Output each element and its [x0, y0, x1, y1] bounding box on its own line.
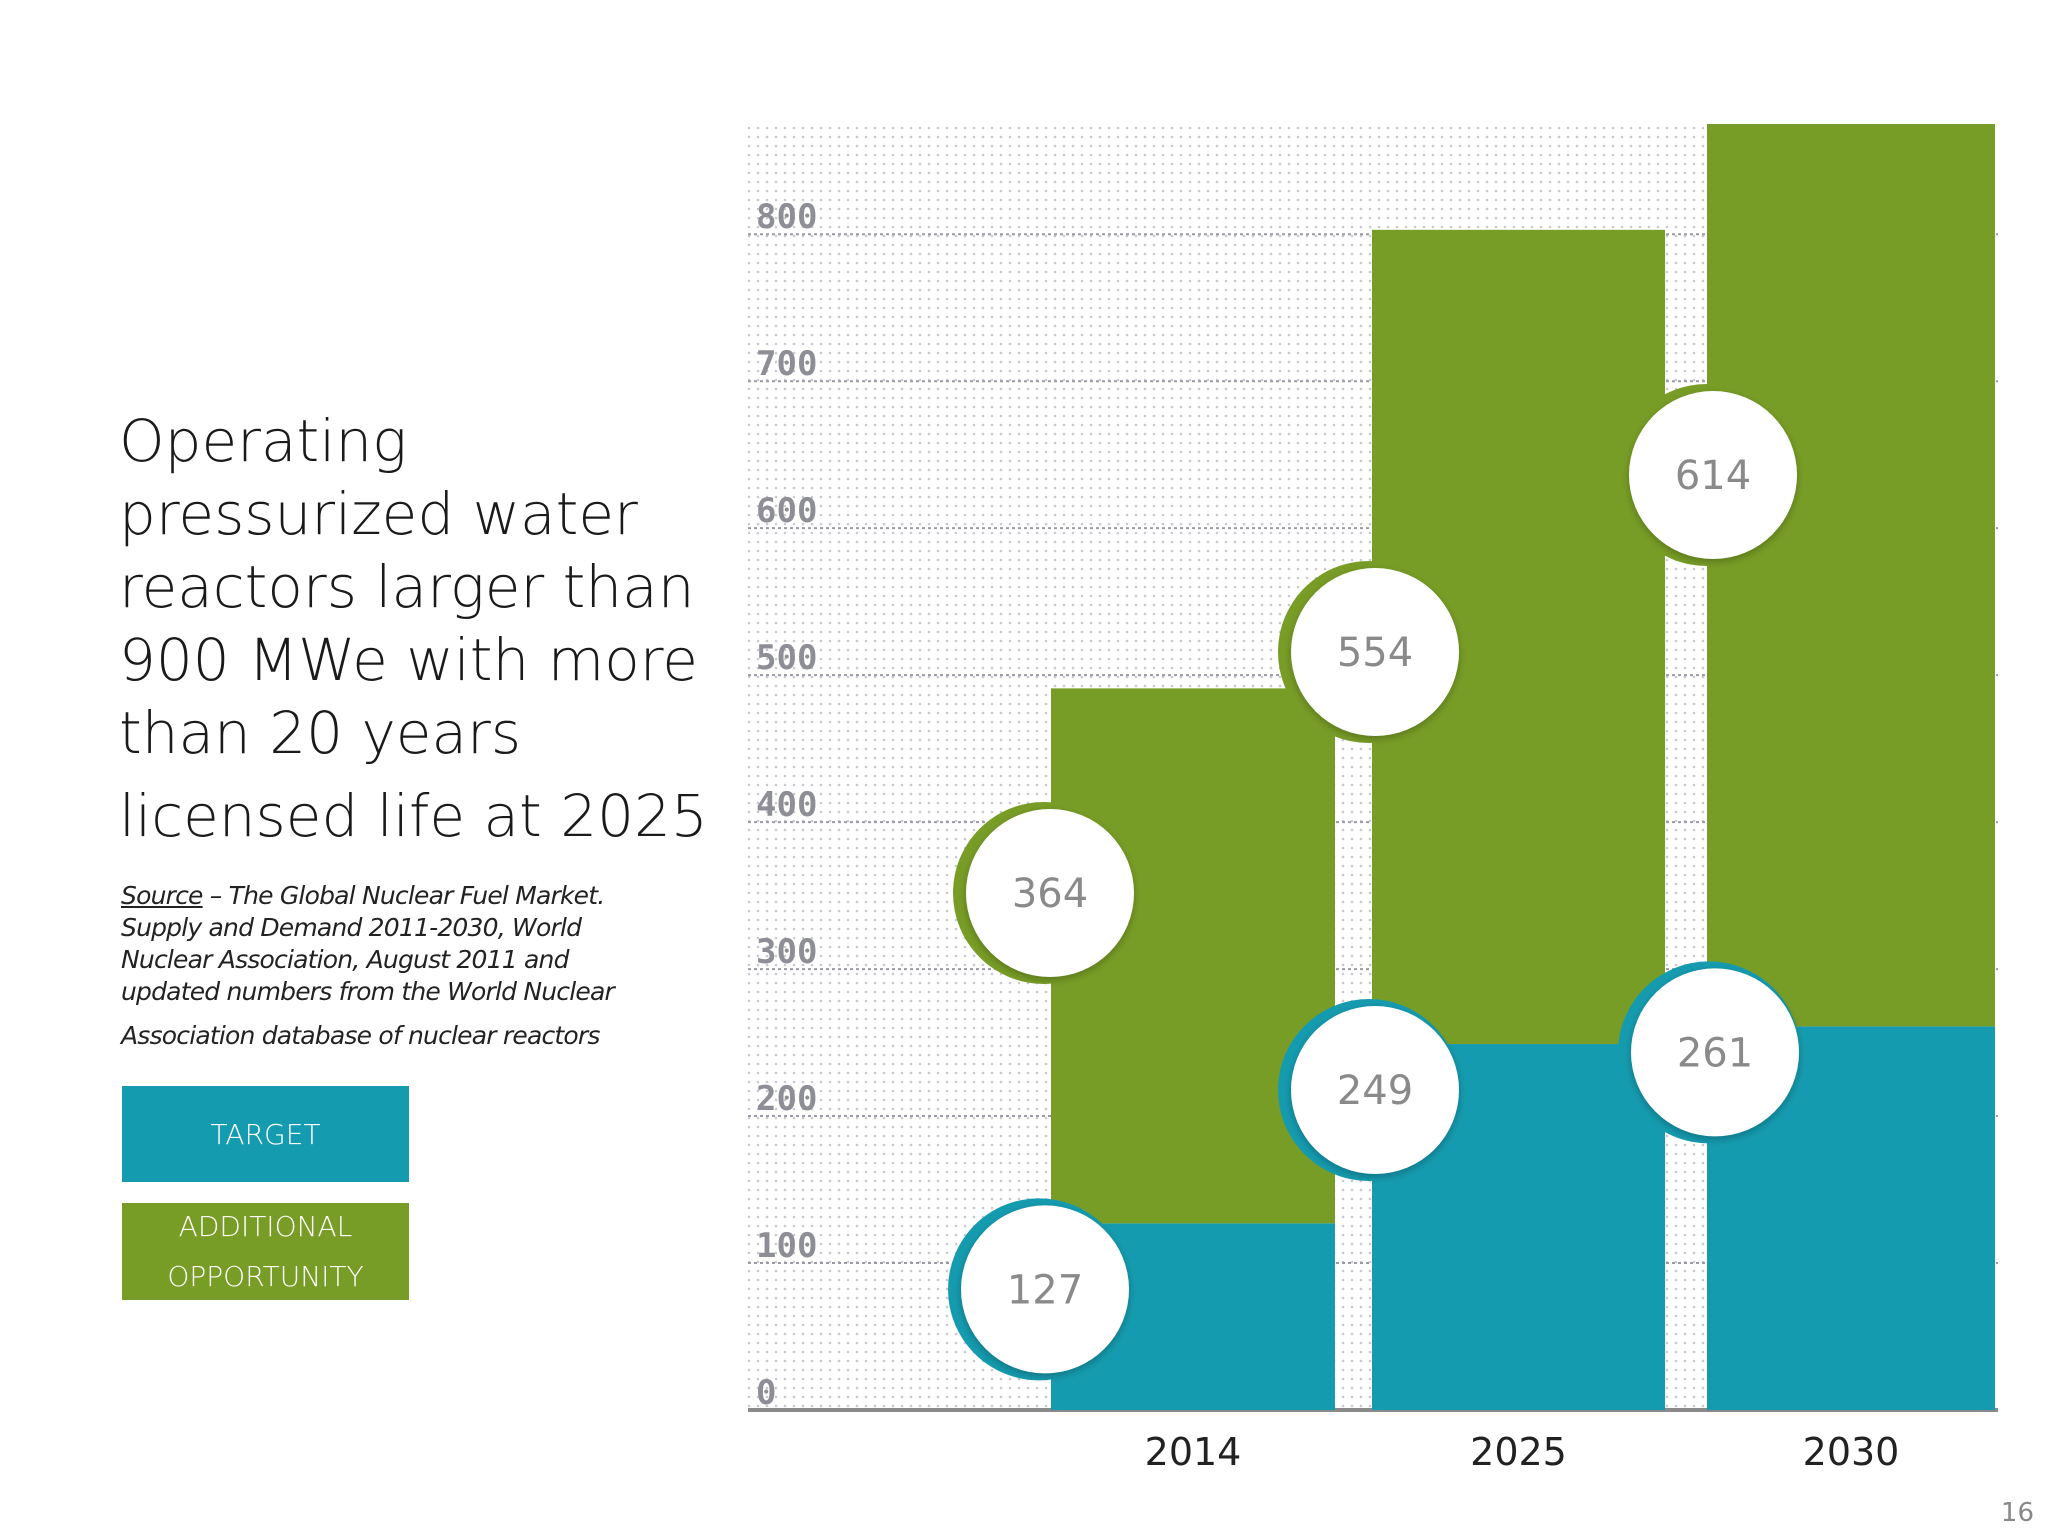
legend-target-label: TARGET	[210, 1117, 321, 1151]
data-label-additional-2030-value: 614	[1675, 453, 1751, 499]
y-tick-label: 700	[756, 344, 817, 384]
legend-additional-opportunity: ADDITIONAL OPPORTUNITY	[122, 1203, 409, 1300]
x-tick-label: 2030	[1803, 1430, 1900, 1474]
data-label-target-2030: 261	[1618, 961, 1800, 1144]
bar-additional-2030	[1707, 124, 1995, 1027]
data-label-additional-2030: 614	[1616, 384, 1798, 566]
data-label-additional-2030-disc	[1629, 391, 1797, 559]
legend-target: TARGET	[122, 1086, 409, 1182]
title-main: Operating pressurized water reactors lar…	[119, 407, 698, 767]
x-tick-label: 2014	[1145, 1430, 1242, 1474]
y-tick-label: 100	[756, 1226, 817, 1266]
y-tick-label: 500	[756, 638, 817, 678]
data-label-target-2014-disc	[961, 1205, 1129, 1374]
data-label-additional-2014: 364	[953, 802, 1135, 984]
y-tick-label: 600	[756, 491, 817, 531]
y-tick-label: 0	[756, 1373, 776, 1413]
source-note: Source – The Global Nuclear Fuel Market.…	[121, 880, 621, 1052]
chart-title: Operating pressurized water reactors lar…	[119, 405, 719, 853]
source-label: Source	[121, 881, 203, 910]
page-number: 16	[2000, 1498, 2034, 1528]
data-label-target-2030-value: 261	[1677, 1030, 1753, 1076]
data-label-additional-2025: 554	[1278, 561, 1460, 743]
data-label-additional-2014-value: 364	[1012, 871, 1088, 917]
data-label-additional-2025-value: 554	[1337, 630, 1413, 676]
y-tick-label: 300	[756, 932, 817, 972]
data-label-additional-2014-disc	[966, 809, 1134, 977]
y-tick-label: 200	[756, 1079, 817, 1119]
data-label-target-2030-disc	[1631, 968, 1799, 1137]
source-last-line: Association database of nuclear reactors	[121, 1021, 600, 1050]
data-label-target-2014-value: 127	[1007, 1267, 1083, 1313]
data-label-additional-2025-disc	[1291, 568, 1459, 736]
y-tick-label: 800	[756, 197, 817, 237]
y-tick-label: 400	[756, 785, 817, 825]
data-label-target-2025-value: 249	[1337, 1068, 1413, 1114]
x-tick-label: 2025	[1470, 1430, 1567, 1474]
source-text: – The Global Nuclear Fuel Market. Supply…	[121, 881, 615, 1006]
data-label-target-2014: 127	[948, 1198, 1130, 1381]
data-label-target-2025-disc	[1291, 1006, 1459, 1175]
data-label-target-2025: 249	[1278, 999, 1460, 1182]
legend-additional-label: ADDITIONAL OPPORTUNITY	[167, 1209, 364, 1293]
title-last-line: licensed life at 2025	[119, 782, 708, 850]
